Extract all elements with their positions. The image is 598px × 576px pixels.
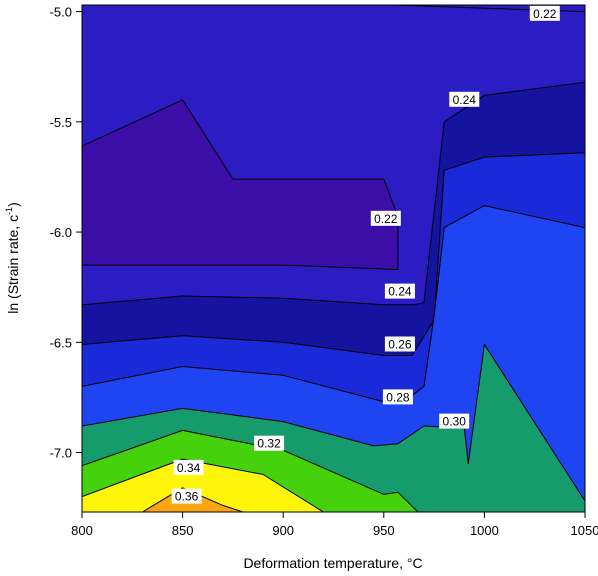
contour-label-text: 0.36 [175,490,199,504]
contour-label-box [254,435,285,451]
contour-label-box [439,413,470,429]
contour-label-2: 0.22 [370,210,401,226]
contour-label-text: 0.32 [257,437,281,451]
x-tick-label-2: 900 [272,523,294,538]
contour-label-9: 0.36 [171,488,202,504]
contour-label-box [382,389,413,405]
contour-label-box [173,459,204,475]
y-axis-label-superscript: -1 [4,207,14,215]
y-axis-label-tail: ) [5,202,21,207]
x-tick-label-5: 1050 [571,523,598,538]
x-axis: 800 850 900 950 1000 1050 [71,512,598,538]
contour-label-text: 0.22 [374,212,398,226]
contour-label-box [449,91,480,107]
contour-label-3: 0.24 [384,283,415,299]
contour-label-8: 0.34 [173,459,204,475]
contour-label-box [171,488,202,504]
contour-label-1: 0.24 [449,91,480,107]
contour-label-6: 0.30 [439,413,470,429]
contour-label-box [384,283,415,299]
contour-label-box [370,210,401,226]
contour-label-box [529,5,560,21]
x-tick-label-3: 950 [373,523,395,538]
contour-label-text: 0.34 [177,461,201,475]
contour-label-7: 0.32 [254,435,285,451]
x-tick-label-0: 800 [71,523,93,538]
plot-frame [81,4,586,513]
y-tick-label-3: -6.5 [50,335,72,350]
y-axis-label: ln (Strain rate, c-1) [4,202,21,314]
contour-label-layer: 0.22 0.24 0.22 0.24 0.26 0.28 0.30 0.32 0.34 0.36 [171,5,560,504]
contour-label-text: 0.22 [533,7,557,21]
contour-label-text: 0.30 [443,415,467,429]
contour-label-0: 0.22 [529,5,560,21]
contour-region-6 [82,458,324,512]
contour-label-text: 0.26 [388,338,412,352]
contour-label-text: 0.28 [386,390,410,404]
x-axis-label: Deformation temperature, °C [243,555,422,571]
y-tick-label-4: -7.0 [50,445,72,460]
contour-label-text: 0.24 [388,285,412,299]
y-axis: -5.0 -5.5 -6.0 -6.5 -7.0 [50,5,82,460]
contour-label-4: 0.26 [384,336,415,352]
contour-label-text: 0.24 [453,93,477,107]
y-tick-label-2: -6.0 [50,225,72,240]
y-axis-label-main: ln (Strain rate, c [5,215,21,314]
x-tick-label-4: 1000 [470,523,499,538]
y-tick-label-1: -5.5 [50,115,72,130]
x-tick-label-1: 850 [172,523,194,538]
contour-label-5: 0.28 [382,389,413,405]
y-tick-label-0: -5.0 [50,5,72,20]
contour-label-box [384,336,415,352]
